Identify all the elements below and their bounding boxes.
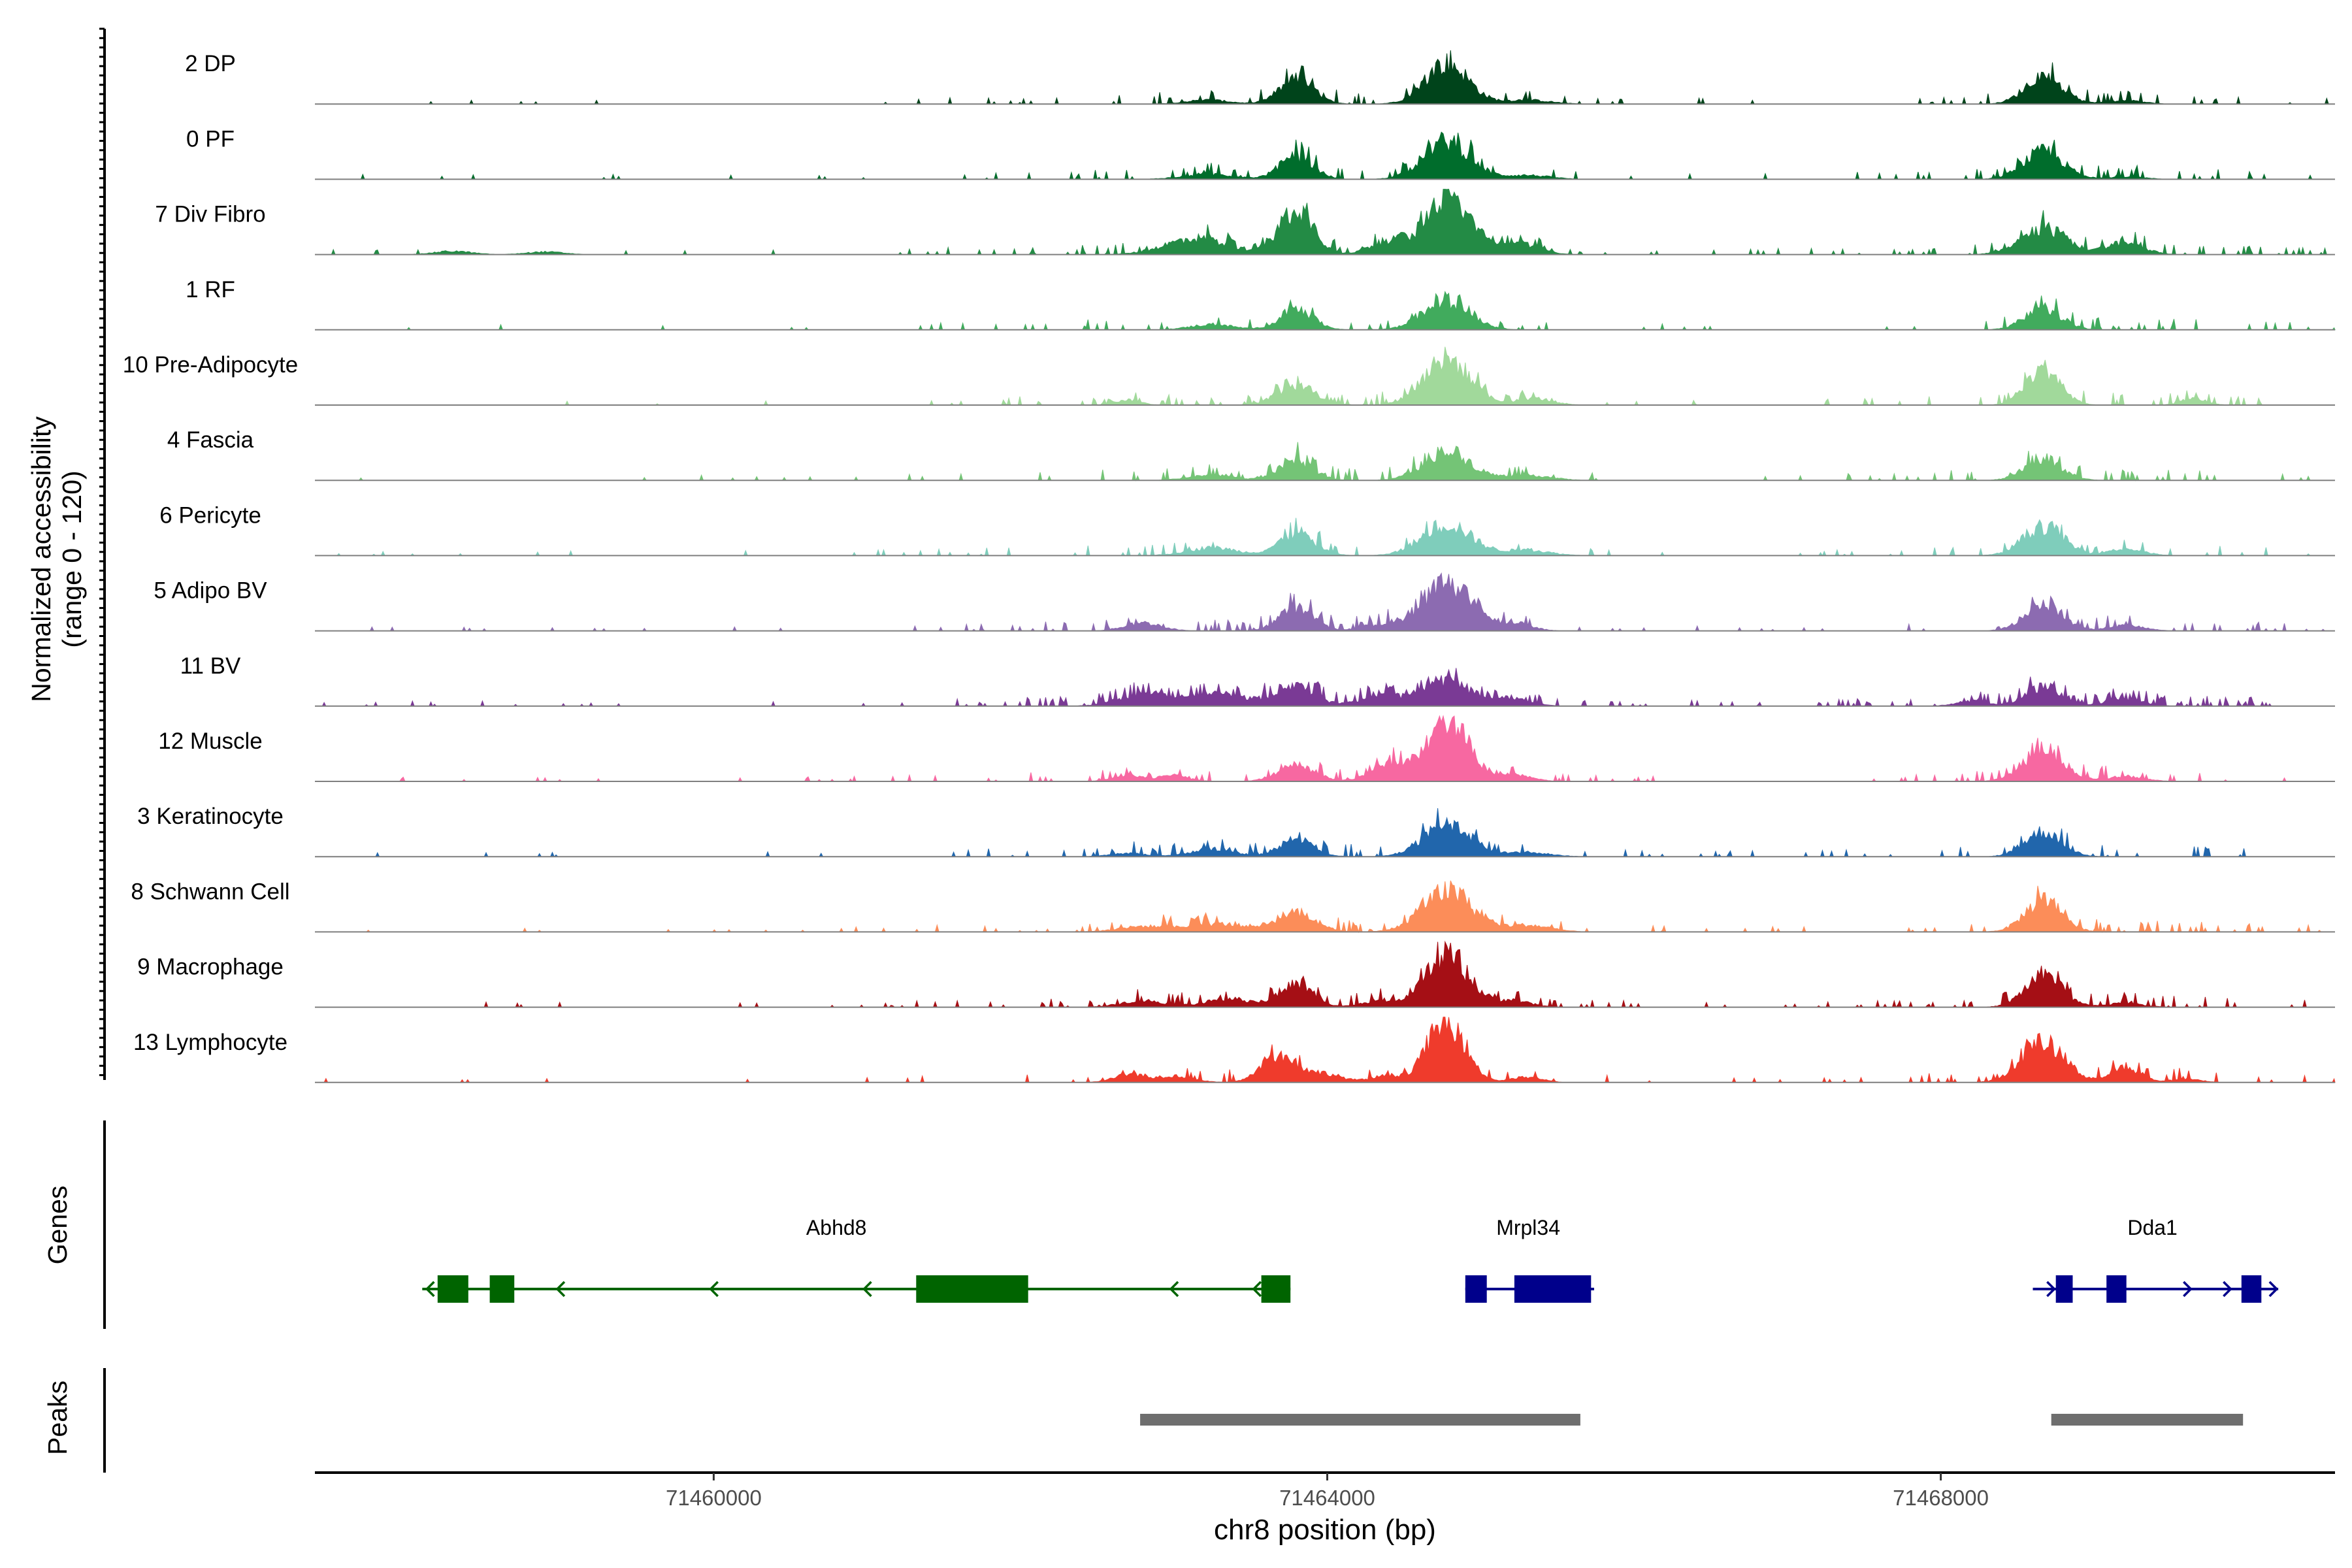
- gene-label: Dda1: [2127, 1216, 2178, 1239]
- track-label: 11 BV: [180, 653, 241, 679]
- track-11-bv: 11 BV: [180, 653, 2335, 708]
- strand-arrow: [2223, 1281, 2232, 1298]
- coverage-area: [315, 715, 2335, 783]
- peak-region-track: [1140, 1414, 2244, 1426]
- track-9-macrophage: 9 Macrophage: [137, 940, 2335, 1008]
- x-tick-label: 71464000: [1279, 1486, 1375, 1510]
- track-label: 6 Pericyte: [159, 502, 261, 528]
- track-3-keratinocyte: 3 Keratinocyte: [137, 804, 2335, 858]
- track-label: 3 Keratinocyte: [137, 804, 284, 829]
- coverage-area: [315, 517, 2335, 557]
- gene-exon: [1261, 1275, 1291, 1303]
- strand-arrow: [862, 1281, 872, 1298]
- track-8-schwann-cell: 8 Schwann Cell: [131, 879, 2335, 934]
- coverage-area: [315, 880, 2335, 934]
- coverage-area: [315, 442, 2335, 482]
- track-label: 2 DP: [185, 51, 236, 76]
- strand-arrow: [1169, 1281, 1179, 1298]
- track-label: 0 PF: [186, 126, 235, 152]
- y-axis-ticks: [99, 27, 105, 1077]
- track-label: 10 Pre-Adipocyte: [123, 352, 298, 378]
- peak-region-bar: [1140, 1414, 1580, 1426]
- strand-arrow: [2183, 1281, 2193, 1298]
- track-label: 9 Macrophage: [137, 955, 284, 980]
- track-2-dp: 2 DP: [185, 50, 2335, 105]
- gene-dda1: Dda1: [2033, 1216, 2279, 1303]
- gene-exon: [916, 1275, 1028, 1303]
- gene-abhd8: Abhd8: [422, 1216, 1291, 1303]
- track-4-fascia: 4 Fascia: [167, 427, 2335, 482]
- strand-arrow: [2268, 1281, 2279, 1298]
- coverage-area: [315, 189, 2335, 256]
- gene-mrpl34: Mrpl34: [1465, 1216, 1594, 1303]
- track-label: 5 Adipo BV: [154, 578, 267, 604]
- strand-arrow: [709, 1281, 719, 1298]
- coverage-area: [315, 668, 2335, 708]
- x-axis-ticks: 71460000 71464000 71468000: [666, 1473, 1989, 1510]
- track-1-rf: 1 RF: [186, 277, 2336, 331]
- y-axis-label: Normalized accessibility: [26, 416, 56, 702]
- track-label: 4 Fascia: [167, 427, 254, 453]
- coverage-area: [315, 346, 2335, 406]
- track-5-adipo-bv: 5 Adipo BV: [154, 572, 2335, 632]
- gene-exon: [1514, 1275, 1592, 1303]
- track-label: 1 RF: [186, 277, 235, 302]
- track-7-div-fibro: 7 Div Fibro: [155, 189, 2335, 256]
- coverage-area: [315, 1017, 2336, 1084]
- x-tick-label: 71468000: [1893, 1486, 1989, 1510]
- track-0-pf: 0 PF: [186, 126, 2335, 180]
- track-label: 12 Muscle: [158, 728, 263, 754]
- gene-exon: [2241, 1275, 2262, 1303]
- x-axis-title: chr8 position (bp): [1214, 1514, 1436, 1546]
- track-label: 8 Schwann Cell: [131, 879, 289, 904]
- coverage-area: [315, 131, 2335, 180]
- strand-arrow: [2046, 1281, 2056, 1298]
- coverage-area: [315, 808, 2335, 858]
- track-6-pericyte: 6 Pericyte: [159, 502, 2335, 557]
- strand-arrow: [1252, 1281, 1262, 1298]
- gene-label: Abhd8: [806, 1216, 867, 1239]
- strand-arrow: [555, 1281, 566, 1298]
- peak-region-bar: [2051, 1414, 2244, 1426]
- x-tick-label: 71460000: [666, 1486, 762, 1510]
- gene-label: Mrpl34: [1496, 1216, 1560, 1239]
- track-label: 13 Lymphocyte: [133, 1030, 287, 1055]
- gene-exon: [2106, 1275, 2127, 1303]
- coverage-tracks: 2 DP 0 PF 7 Div Fibro 1 RF 10 Pre-Adipocyte 4…: [123, 50, 2336, 1084]
- track-12-muscle: 12 Muscle: [158, 715, 2335, 783]
- track-13-lymphocyte: 13 Lymphocyte: [133, 1017, 2336, 1084]
- gene-annotation-track: Abhd8 Mrpl34 Dda1: [422, 1216, 2279, 1303]
- coverage-area: [315, 940, 2335, 1008]
- track-label: 7 Div Fibro: [155, 202, 265, 227]
- gene-exon: [489, 1275, 515, 1303]
- peaks-label: Peaks: [42, 1380, 73, 1455]
- coverage-area: [315, 50, 2335, 105]
- strand-arrow: [425, 1281, 435, 1298]
- gene-exon: [437, 1275, 468, 1303]
- gene-exon: [1465, 1275, 1487, 1303]
- genes-label: Genes: [42, 1186, 73, 1265]
- coverage-area: [315, 572, 2335, 632]
- coverage-area: [315, 291, 2336, 331]
- gene-exon: [2055, 1275, 2073, 1303]
- track-10-pre-adipocyte: 10 Pre-Adipocyte: [123, 346, 2335, 406]
- y-axis-range-label: (range 0 - 120): [57, 470, 87, 647]
